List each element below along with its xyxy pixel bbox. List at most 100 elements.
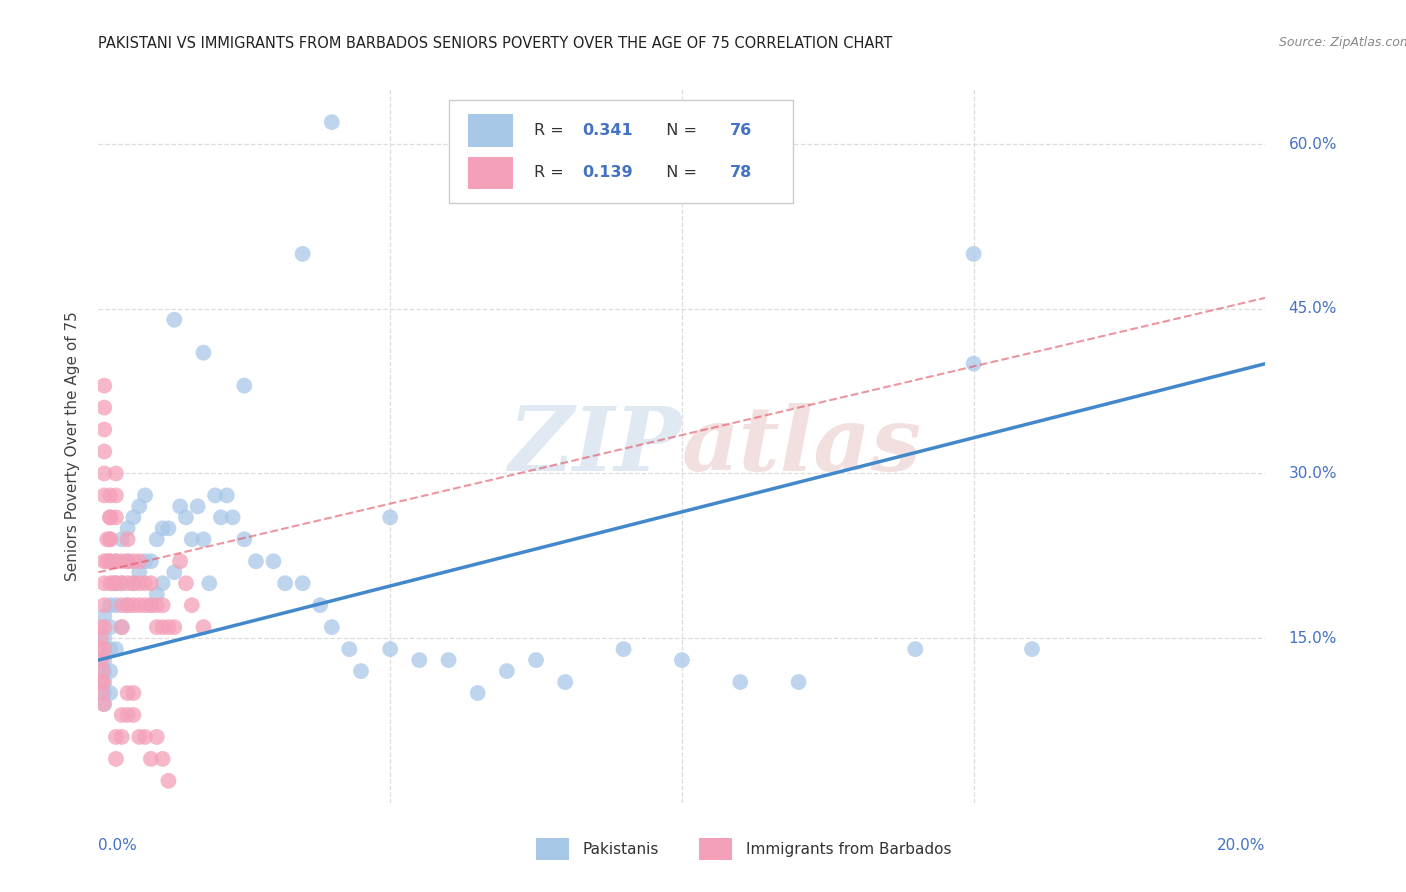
- Text: 30.0%: 30.0%: [1289, 466, 1337, 481]
- Point: [1021, 642, 1043, 657]
- Point: [111, 554, 134, 568]
- Point: [671, 653, 693, 667]
- FancyBboxPatch shape: [468, 157, 513, 189]
- Point: [93, 609, 115, 624]
- Point: [122, 686, 145, 700]
- Point: [146, 598, 169, 612]
- Point: [554, 675, 576, 690]
- Point: [146, 533, 169, 547]
- Point: [93, 576, 115, 591]
- Text: 78: 78: [730, 165, 752, 180]
- Point: [98, 576, 121, 591]
- Point: [98, 554, 121, 568]
- Point: [90, 686, 112, 700]
- Point: [134, 554, 156, 568]
- Point: [134, 488, 156, 502]
- Point: [128, 730, 150, 744]
- Point: [193, 533, 215, 547]
- Point: [117, 521, 139, 535]
- FancyBboxPatch shape: [536, 838, 568, 860]
- Point: [139, 598, 162, 612]
- Point: [111, 620, 134, 634]
- Text: 76: 76: [730, 123, 752, 138]
- Point: [104, 642, 127, 657]
- Point: [128, 598, 150, 612]
- Point: [111, 730, 134, 744]
- Point: [104, 598, 127, 612]
- Text: 0.139: 0.139: [582, 165, 633, 180]
- Text: Immigrants from Barbados: Immigrants from Barbados: [747, 842, 952, 856]
- Point: [134, 598, 156, 612]
- Point: [128, 500, 150, 514]
- Point: [104, 730, 127, 744]
- Point: [122, 576, 145, 591]
- Point: [98, 598, 121, 612]
- Point: [152, 521, 174, 535]
- Point: [163, 620, 186, 634]
- Text: Pakistanis: Pakistanis: [582, 842, 659, 856]
- Point: [98, 554, 121, 568]
- Point: [146, 620, 169, 634]
- Point: [111, 576, 134, 591]
- Point: [134, 730, 156, 744]
- Point: [96, 533, 118, 547]
- Point: [91, 664, 114, 678]
- Point: [117, 598, 139, 612]
- Point: [128, 554, 150, 568]
- Text: R =: R =: [534, 123, 568, 138]
- Point: [904, 642, 927, 657]
- Point: [122, 510, 145, 524]
- Point: [180, 533, 202, 547]
- FancyBboxPatch shape: [699, 838, 733, 860]
- Point: [274, 576, 297, 591]
- Point: [98, 533, 121, 547]
- Point: [787, 675, 810, 690]
- Point: [193, 345, 215, 359]
- Point: [117, 686, 139, 700]
- Point: [117, 576, 139, 591]
- Point: [128, 576, 150, 591]
- Point: [104, 576, 127, 591]
- Point: [117, 598, 139, 612]
- Point: [104, 554, 127, 568]
- Point: [245, 554, 267, 568]
- Text: Source: ZipAtlas.com: Source: ZipAtlas.com: [1279, 36, 1406, 49]
- Point: [496, 664, 519, 678]
- Point: [111, 598, 134, 612]
- Point: [93, 697, 115, 711]
- Point: [93, 554, 115, 568]
- Point: [98, 488, 121, 502]
- Point: [104, 488, 127, 502]
- Y-axis label: Seniors Poverty Over the Age of 75: Seniors Poverty Over the Age of 75: [65, 311, 80, 581]
- Point: [89, 620, 111, 634]
- Point: [104, 467, 127, 481]
- Point: [321, 115, 343, 129]
- Text: 20.0%: 20.0%: [1218, 838, 1265, 854]
- Point: [157, 521, 180, 535]
- Text: N =: N =: [657, 123, 703, 138]
- Point: [309, 598, 332, 612]
- Point: [93, 423, 115, 437]
- Point: [233, 378, 256, 392]
- Point: [139, 576, 162, 591]
- Point: [93, 664, 115, 678]
- Point: [111, 576, 134, 591]
- Text: ZIP: ZIP: [509, 403, 682, 489]
- Point: [467, 686, 489, 700]
- Point: [380, 642, 402, 657]
- Text: 60.0%: 60.0%: [1289, 136, 1337, 152]
- Point: [93, 488, 115, 502]
- Point: [146, 587, 169, 601]
- Text: 45.0%: 45.0%: [1289, 301, 1337, 317]
- Point: [93, 598, 115, 612]
- Point: [180, 598, 202, 612]
- Point: [93, 401, 115, 415]
- Point: [98, 642, 121, 657]
- Point: [98, 664, 121, 678]
- Point: [337, 642, 360, 657]
- Point: [157, 773, 180, 788]
- Point: [122, 598, 145, 612]
- Point: [139, 598, 162, 612]
- Point: [98, 510, 121, 524]
- Point: [111, 620, 134, 634]
